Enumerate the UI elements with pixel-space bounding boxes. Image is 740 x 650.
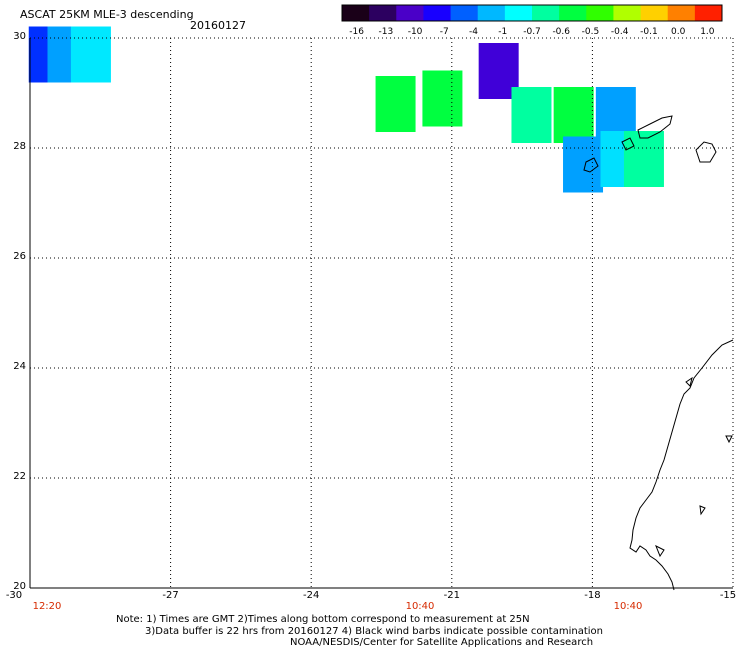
- x-tick-label: -21: [443, 590, 460, 601]
- time-label-2: 10:40: [405, 601, 435, 612]
- el-hierro-island: [583, 157, 599, 173]
- colorbar-border: [341, 4, 723, 22]
- colorbar-tick-label: -13: [378, 27, 394, 37]
- colorbar-segment: [369, 5, 397, 21]
- x-tick-label: -30: [5, 590, 23, 601]
- small-island-4: [655, 544, 665, 558]
- africa-coastline: [629, 339, 734, 591]
- lat-lon-grid: [29, 37, 734, 589]
- colorbar-tick-label: -1: [498, 27, 508, 37]
- wind-data-cell: [623, 131, 664, 187]
- colorbar-segment: [450, 5, 479, 21]
- colorbar-tick-label: -16: [349, 27, 364, 37]
- colorbar-segment: [667, 5, 696, 21]
- colorbar-segment: [342, 5, 370, 21]
- wind-data-cell: [422, 70, 463, 127]
- note-line-1: Note: 1) Times are GMT 2)Times along bot…: [116, 614, 530, 625]
- wind-data-cell: [553, 87, 594, 143]
- y-tick-label: 20: [13, 581, 26, 592]
- colorbar-tick-label: -10: [407, 27, 423, 37]
- wind-data-cell: [70, 26, 111, 83]
- colorbar-segment: [694, 5, 723, 21]
- colorbar-segment: [423, 5, 452, 21]
- colorbar-segment: [613, 5, 642, 21]
- small-island-3: [699, 505, 706, 516]
- small-island-2: [725, 435, 733, 444]
- colorbar-segment: [477, 5, 506, 21]
- colorbar-segment: [586, 5, 614, 21]
- colorbar-segment: [559, 5, 587, 21]
- wind-data-cell: [511, 87, 552, 143]
- la-gomera-island: [621, 137, 635, 151]
- colorbar: [341, 4, 723, 22]
- colorbar-segment: [504, 5, 533, 21]
- y-tick-label: 24: [13, 361, 26, 372]
- note-line-2: 3)Data buffer is 22 hrs from 20160127 4)…: [145, 626, 603, 637]
- y-tick-label: 30: [13, 31, 26, 42]
- coastlines: [583, 115, 734, 591]
- x-tick-label: -24: [303, 590, 320, 601]
- colorbar-tick-label: -0.4: [610, 27, 629, 37]
- colorbar-tick-label: -4: [469, 27, 479, 37]
- colorbar-tick-label: -7: [439, 27, 449, 37]
- map-title: ASCAT 25KM MLE-3 descending: [20, 8, 194, 21]
- colorbar-tick-label: -0.5: [581, 27, 600, 37]
- colorbar-segment: [532, 5, 560, 21]
- gran-canaria-island: [695, 141, 717, 163]
- tenerife-island: [637, 115, 673, 139]
- colorbar-tick-label: 0.0: [670, 27, 686, 37]
- y-tick-label: 28: [13, 141, 26, 152]
- colorbar-tick-label: 1.0: [700, 27, 715, 37]
- colorbar-segment: [396, 5, 424, 21]
- small-island-1: [685, 376, 693, 387]
- x-tick-label: -27: [162, 590, 179, 601]
- x-tick-label: -18: [584, 590, 601, 601]
- wind-data-cell: [563, 136, 604, 193]
- colorbar-tick-label: -0.6: [552, 27, 570, 37]
- wind-data-cell: [375, 76, 416, 132]
- map-date: 20160127: [190, 19, 246, 32]
- y-tick-label: 22: [13, 471, 26, 482]
- colorbar-tick-label: -0.7: [523, 27, 541, 37]
- y-tick-label: 26: [13, 251, 26, 262]
- colorbar-tick-label: -0.1: [640, 27, 658, 37]
- note-line-3: NOAA/NESDIS/Center for Satellite Applica…: [290, 637, 594, 648]
- colorbar-segment: [640, 5, 669, 21]
- time-label-3: 10:40: [613, 601, 643, 612]
- x-tick-label: -15: [719, 590, 737, 601]
- wind-data-cells: [28, 26, 664, 193]
- time-label-1: 12:20: [32, 601, 62, 612]
